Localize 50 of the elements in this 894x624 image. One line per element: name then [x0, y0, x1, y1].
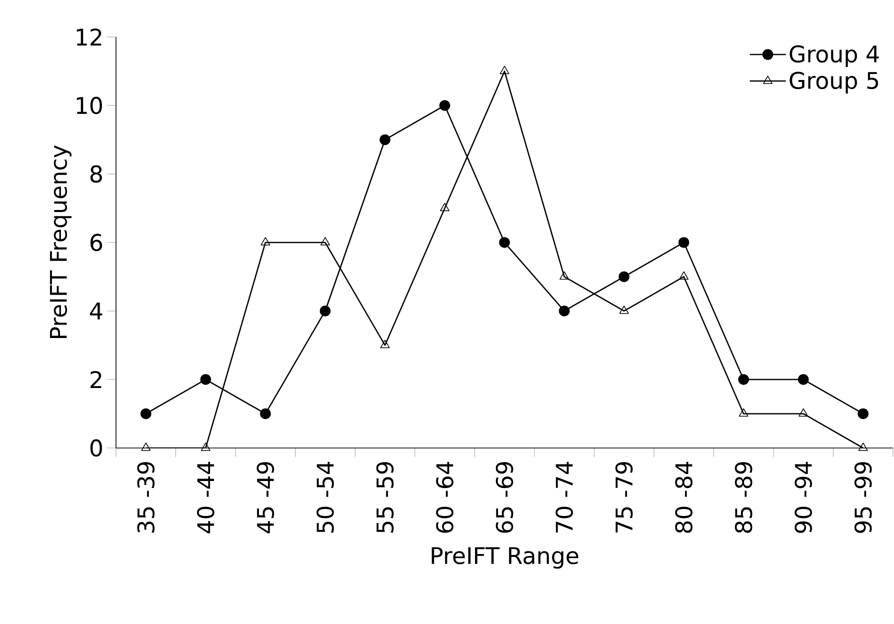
y-tick-label: 4: [90, 302, 102, 320]
point: [619, 306, 629, 314]
point: [140, 408, 152, 420]
point: [678, 237, 690, 248]
point: [260, 237, 270, 246]
x-tick-label: 90 -94: [794, 462, 812, 533]
point: [560, 271, 570, 280]
point: [439, 100, 450, 111]
point: [440, 202, 450, 212]
x-tick-label: 55 -59: [376, 462, 394, 533]
y-tick-label: 2: [90, 370, 102, 388]
x-axis-title: PreIFT Range: [432, 547, 578, 569]
x-tick-label: 80 -84: [675, 462, 692, 533]
point: [738, 374, 749, 385]
x-tick-label: 95 -99: [854, 462, 872, 533]
x-tick-label: 65 -69: [496, 462, 514, 533]
x-tick-label: 85 -89: [734, 462, 752, 533]
point: [798, 374, 809, 385]
point: [380, 134, 390, 146]
y-tick-label: 10: [76, 96, 102, 114]
point: [558, 306, 570, 316]
point: [618, 271, 630, 282]
point: [679, 271, 689, 280]
point: [141, 442, 151, 451]
point: [320, 306, 331, 316]
x-tick-label: 35 -39: [137, 462, 155, 533]
point: [260, 408, 271, 420]
x-tick-label: 70 -74: [556, 462, 573, 532]
point: [858, 442, 868, 451]
y-tick-label: 8: [90, 165, 102, 183]
x-tick-label: 75 -79: [615, 462, 633, 532]
point: [500, 66, 510, 74]
x-tick-label: 60 -64: [436, 462, 454, 533]
x-tick-label: 45 -49: [256, 462, 274, 534]
legend-label: Group 5: [790, 72, 878, 94]
y-tick-label: 6: [90, 234, 102, 252]
point: [499, 237, 510, 248]
y-tick-label: 0: [90, 439, 102, 457]
point: [380, 340, 390, 348]
x-tick-label: 50 -54: [316, 462, 334, 533]
point: [798, 408, 808, 417]
legend-label: Group 4: [790, 45, 879, 68]
y-tick-label: 12: [76, 28, 102, 46]
x-tick-label: 40 -44: [196, 462, 214, 534]
point: [320, 237, 330, 246]
point: [858, 408, 869, 420]
point: [738, 408, 748, 417]
point: [200, 442, 210, 451]
y-axis-title: PreIFT Frequency: [50, 145, 72, 338]
point: [200, 374, 212, 385]
